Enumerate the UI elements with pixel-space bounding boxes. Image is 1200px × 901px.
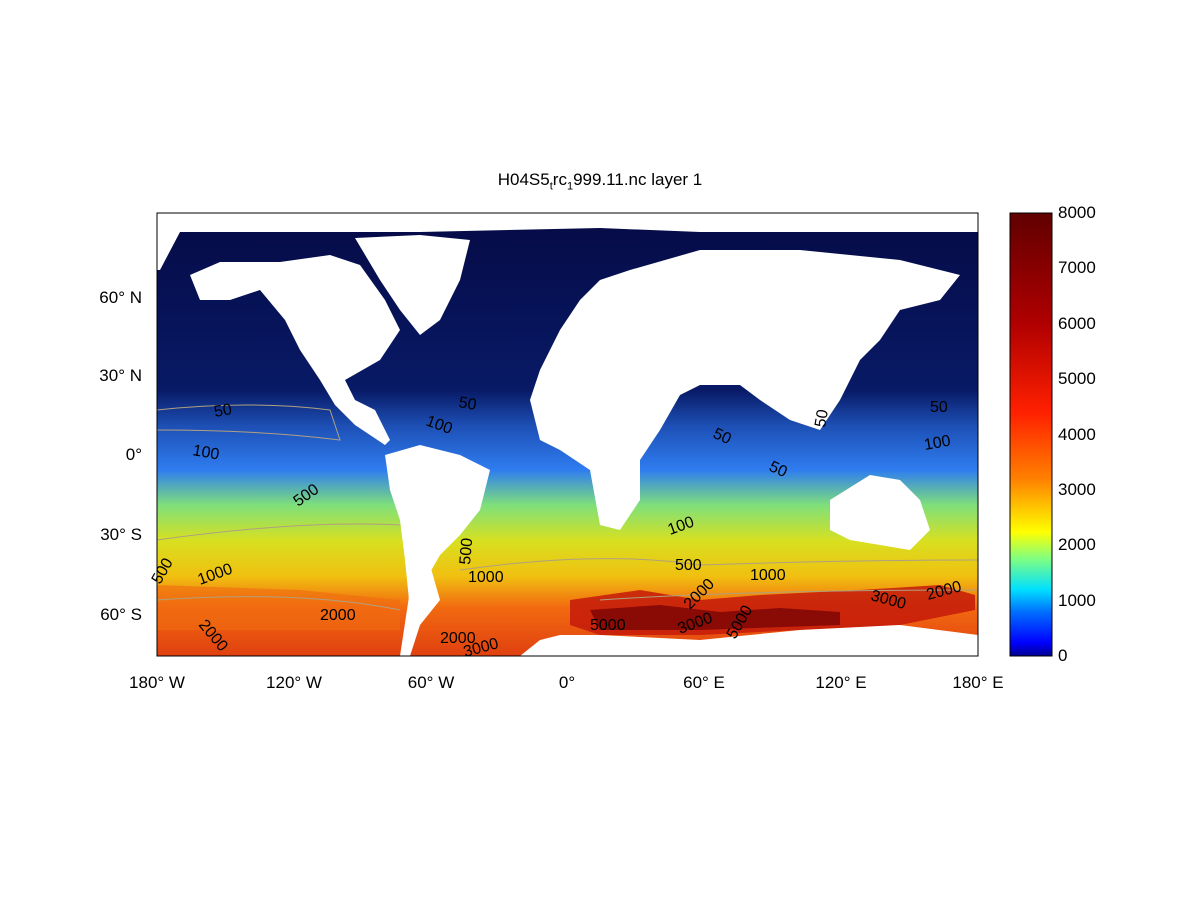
australia [830,475,930,550]
colorbar-tick-label: 6000 [1058,313,1096,333]
y-tick-label: 30° S [100,525,142,544]
contour-label: 100 [923,433,952,454]
antarctica [520,625,978,656]
contour-label: 50 [930,399,948,416]
contour-label: 500 [457,537,476,565]
north-america [190,255,400,445]
x-tick-label: 60° W [407,673,455,692]
colorbar-tick-label: 3000 [1058,479,1096,499]
land-mask [157,213,978,656]
contour-label: 500 [675,557,702,574]
contour-label: 1000 [468,569,504,586]
x-tick-label: 60° E [683,673,725,692]
colorbar-tick-label: 1000 [1058,590,1096,610]
colorbar-tick-label: 4000 [1058,424,1096,444]
colorbar [1009,212,1053,657]
contour-label: 50 [710,425,733,448]
y-tick-label: 30° N [99,366,142,385]
colorbar-tick-label: 5000 [1058,369,1096,389]
contour-lines [156,404,979,611]
contour-label: 50 [766,458,789,481]
x-tick-label: 120° E [815,673,867,692]
high-value-patches [157,585,975,635]
contour-label: 50 [812,408,832,429]
greenland [355,235,470,335]
contour-label: 5000 [590,617,626,634]
y-tick-label: 0° [125,445,142,464]
plot-frame [156,212,979,657]
south-america [385,445,490,610]
contour-label: 1000 [750,567,786,584]
contour-label: 2000 [320,607,356,624]
x-tick-label: 180° W [129,673,185,692]
contour-label: 2000 [440,630,476,647]
colorbar-tick-label: 8000 [1058,203,1096,222]
x-tick-label: 120° W [266,673,322,692]
x-tick-label: 180° E [952,673,1004,692]
colorbar-tick-label: 7000 [1058,258,1096,278]
colorbar-tick-label: 0 [1058,646,1068,665]
colorbar-tick-label: 2000 [1058,535,1096,555]
contour-label: 100 [191,442,220,463]
y-tick-label: 60° N [99,288,142,307]
plot-title: H04S5trc1999.11.nc layer 1 [497,170,703,193]
y-tick-label: 60° S [100,605,142,624]
contour-label: 50 [213,401,234,421]
x-tick-label: 0° [558,673,576,692]
eurasia-africa [530,250,960,530]
contour-label: 50 [457,394,478,414]
